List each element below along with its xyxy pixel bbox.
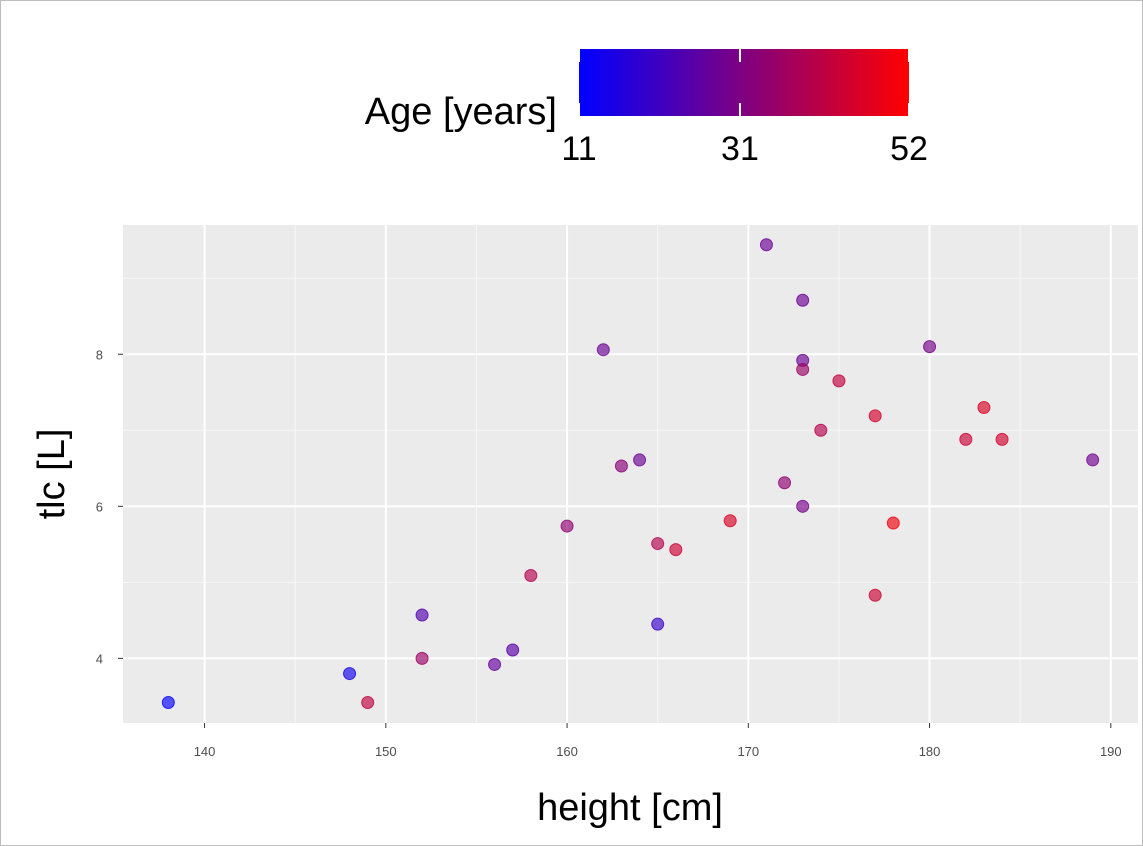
data-points: [161, 238, 1100, 709]
data-point: [778, 476, 792, 490]
data-point: [723, 514, 737, 528]
data-point: [524, 569, 538, 583]
x-tick-label: 150: [375, 744, 397, 759]
data-point: [796, 293, 810, 307]
axis-ticks: 140 150 160 170 180 190 4 6 8: [96, 347, 1122, 759]
gridlines: [123, 225, 1138, 723]
data-point: [596, 343, 610, 357]
data-point: [651, 617, 665, 631]
data-point: [488, 657, 502, 671]
data-point: [977, 400, 991, 414]
data-point: [343, 667, 357, 681]
data-point: [614, 459, 628, 473]
plot-panel: [123, 225, 1138, 723]
data-point: [959, 432, 973, 446]
data-point: [796, 499, 810, 513]
legend-title: Age [years]: [365, 91, 557, 133]
x-tick-label: 180: [919, 744, 941, 759]
colorbar: [579, 49, 909, 116]
colorbar-label: 52: [890, 130, 928, 168]
data-point: [923, 340, 937, 354]
colorbar-label: 11: [561, 130, 596, 168]
data-point: [415, 651, 429, 665]
data-point: [415, 608, 429, 622]
data-point: [361, 695, 375, 709]
color-legend: Age [years] 11 31 52: [365, 49, 928, 168]
data-point: [506, 643, 520, 657]
x-axis-title: height [cm]: [537, 787, 723, 829]
data-point: [669, 543, 683, 557]
data-point: [759, 238, 773, 252]
data-point: [814, 423, 828, 437]
data-point: [995, 432, 1009, 446]
data-point: [161, 695, 175, 709]
y-tick-label: 4: [96, 651, 103, 666]
data-point: [1086, 453, 1100, 467]
colorbar-ticks: 11 31 52: [561, 49, 928, 168]
data-point: [868, 588, 882, 602]
data-point: [560, 519, 574, 533]
y-tick-label: 6: [96, 499, 103, 514]
data-point: [796, 362, 810, 376]
data-point: [832, 374, 846, 388]
x-tick-label: 160: [556, 744, 578, 759]
data-point: [633, 453, 647, 467]
data-point: [886, 516, 900, 530]
y-axis-title: tlc [L]: [31, 429, 73, 520]
data-point: [651, 537, 665, 551]
x-tick-label: 140: [194, 744, 216, 759]
x-tick-label: 170: [737, 744, 759, 759]
y-tick-label: 8: [96, 347, 103, 362]
x-tick-label: 190: [1100, 744, 1122, 759]
colorbar-label: 31: [721, 130, 759, 168]
data-point: [868, 409, 882, 423]
